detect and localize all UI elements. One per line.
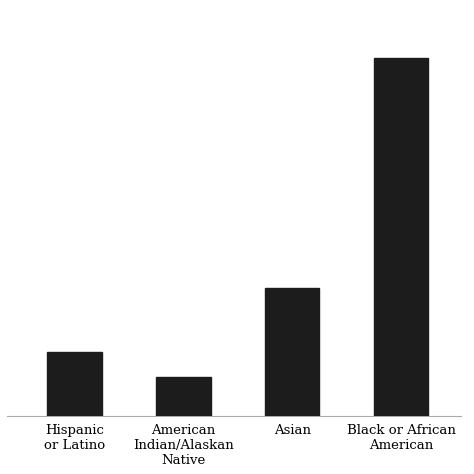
Bar <box>265 288 319 416</box>
Bar <box>374 58 428 416</box>
Bar <box>156 377 210 416</box>
Bar <box>47 352 102 416</box>
